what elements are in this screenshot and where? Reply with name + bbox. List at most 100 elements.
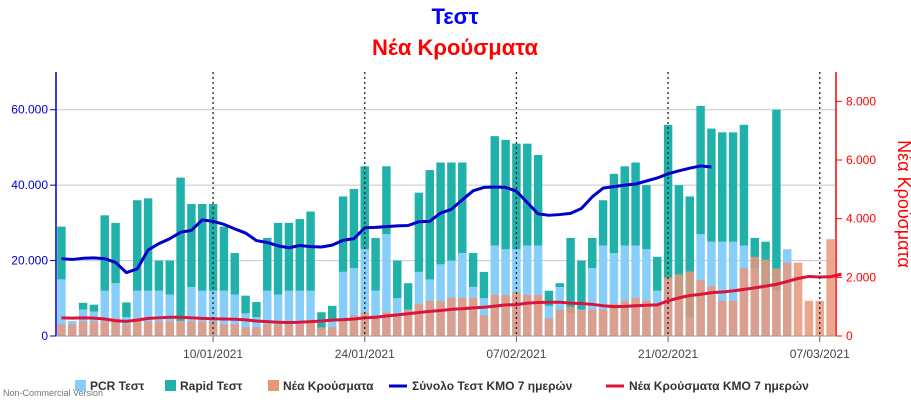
right-tick-label: 2.000 xyxy=(846,270,876,284)
date-markers xyxy=(212,72,821,336)
pcr-bar xyxy=(263,290,272,336)
cases-bar xyxy=(447,297,456,336)
cases-bar xyxy=(382,312,391,336)
pcr-bar xyxy=(230,294,239,336)
x-tick-label: 07/02/2021 xyxy=(486,347,546,361)
cases-bar xyxy=(100,321,109,336)
cases-bar xyxy=(89,321,99,336)
cases-bar xyxy=(577,309,586,336)
rapid-bar xyxy=(230,253,239,295)
rapid-bar xyxy=(403,283,413,310)
cases-bar xyxy=(555,309,564,336)
rapid-bar xyxy=(425,170,434,280)
rapid-bar xyxy=(414,192,424,272)
pcr-bar xyxy=(533,245,543,336)
rapid-bar xyxy=(512,143,521,250)
cases-bar xyxy=(414,303,424,336)
pcr-bar xyxy=(295,290,304,336)
cases-bar xyxy=(490,294,499,336)
cases-bar xyxy=(111,318,120,336)
cases-bar xyxy=(750,256,759,336)
legend: PCR Τεστ Rapid Τεστ Νέα Κρούσματα Σύνολο Τε… xyxy=(75,379,809,393)
rapid-bar xyxy=(176,177,185,321)
rapid-bar xyxy=(490,136,499,246)
pcr-bar xyxy=(458,253,467,336)
cases-bar xyxy=(653,303,662,336)
rapid-bar xyxy=(89,304,99,312)
rapid-bar xyxy=(111,222,120,284)
cases-bar xyxy=(436,300,445,336)
rapid-bar xyxy=(468,253,478,287)
rapid-bar xyxy=(273,222,283,295)
left-tick-label: 60.000 xyxy=(11,103,48,117)
rapid-bar xyxy=(382,166,391,235)
rapid-bar xyxy=(122,302,131,318)
legend-swatch xyxy=(268,380,279,391)
rapid-bar xyxy=(393,260,402,299)
cases-bar xyxy=(252,327,261,336)
cases-bar xyxy=(533,294,543,336)
cases-bar xyxy=(68,324,77,336)
legend-label: Νέα Κρούσματα xyxy=(283,379,374,393)
pcr-bar xyxy=(273,294,283,336)
cases-bar xyxy=(588,309,597,336)
cases-bar xyxy=(338,318,348,336)
bars xyxy=(57,105,835,336)
rapid-bar xyxy=(674,185,684,299)
cases-bar xyxy=(598,309,608,336)
rapid-bar xyxy=(447,162,456,261)
left-axis: 0 20.000 40.000 60.000 xyxy=(11,72,57,343)
rapid-bar xyxy=(241,295,250,314)
pcr-bar xyxy=(642,249,651,336)
cases-bar xyxy=(263,324,272,336)
cases-bar xyxy=(728,300,738,336)
pcr-bar xyxy=(382,234,391,336)
cases-bar xyxy=(739,268,749,336)
cases-bar xyxy=(349,315,359,336)
cases-bar xyxy=(230,324,239,336)
cases-bar xyxy=(393,315,402,336)
rapid-bar xyxy=(696,105,705,235)
rapid-bar xyxy=(306,211,315,291)
pcr-bar xyxy=(588,268,597,336)
x-tick-label: 10/01/2021 xyxy=(183,347,243,361)
rapid-bar xyxy=(165,260,174,295)
cases-bar xyxy=(187,321,196,336)
cases-bar xyxy=(544,318,554,336)
pcr-bar xyxy=(371,290,380,336)
right-tick-label: 6.000 xyxy=(846,153,876,167)
rapid-bar xyxy=(588,237,597,269)
legend-label: Rapid Τεστ xyxy=(180,379,243,393)
cases-bar xyxy=(143,321,153,336)
cases-bar xyxy=(328,327,337,336)
right-tick-label: 0 xyxy=(846,329,853,343)
cases-bar xyxy=(707,286,716,336)
pcr-bar xyxy=(718,241,727,336)
cases-bar xyxy=(317,327,326,336)
rapid-bar xyxy=(219,226,229,291)
pcr-bar xyxy=(306,290,315,336)
cases-bar xyxy=(674,274,684,336)
pcr-bar xyxy=(284,290,294,336)
pcr-bar xyxy=(620,245,629,336)
rapid-bar xyxy=(154,260,164,291)
rapid-bar xyxy=(143,198,153,291)
cases-bar xyxy=(133,318,142,336)
cases-bar xyxy=(761,259,770,336)
cases-bar xyxy=(696,280,705,336)
cases-7day-line xyxy=(61,272,842,325)
total-tests-7day-line xyxy=(61,164,712,275)
rapid-bar xyxy=(566,237,575,314)
rapid-bar xyxy=(739,124,749,246)
left-tick-label: 40.000 xyxy=(11,178,48,192)
rapid-bar xyxy=(631,162,640,246)
rapid-bar xyxy=(479,271,489,299)
cases-bar xyxy=(425,300,434,336)
cases-bar xyxy=(479,315,489,336)
cases-bar xyxy=(620,300,629,336)
rapid-bar xyxy=(555,283,564,287)
legend-swatch xyxy=(75,380,86,391)
rapid-bar xyxy=(598,200,608,246)
rapid-bar xyxy=(252,302,261,318)
rapid-bar xyxy=(338,196,348,272)
